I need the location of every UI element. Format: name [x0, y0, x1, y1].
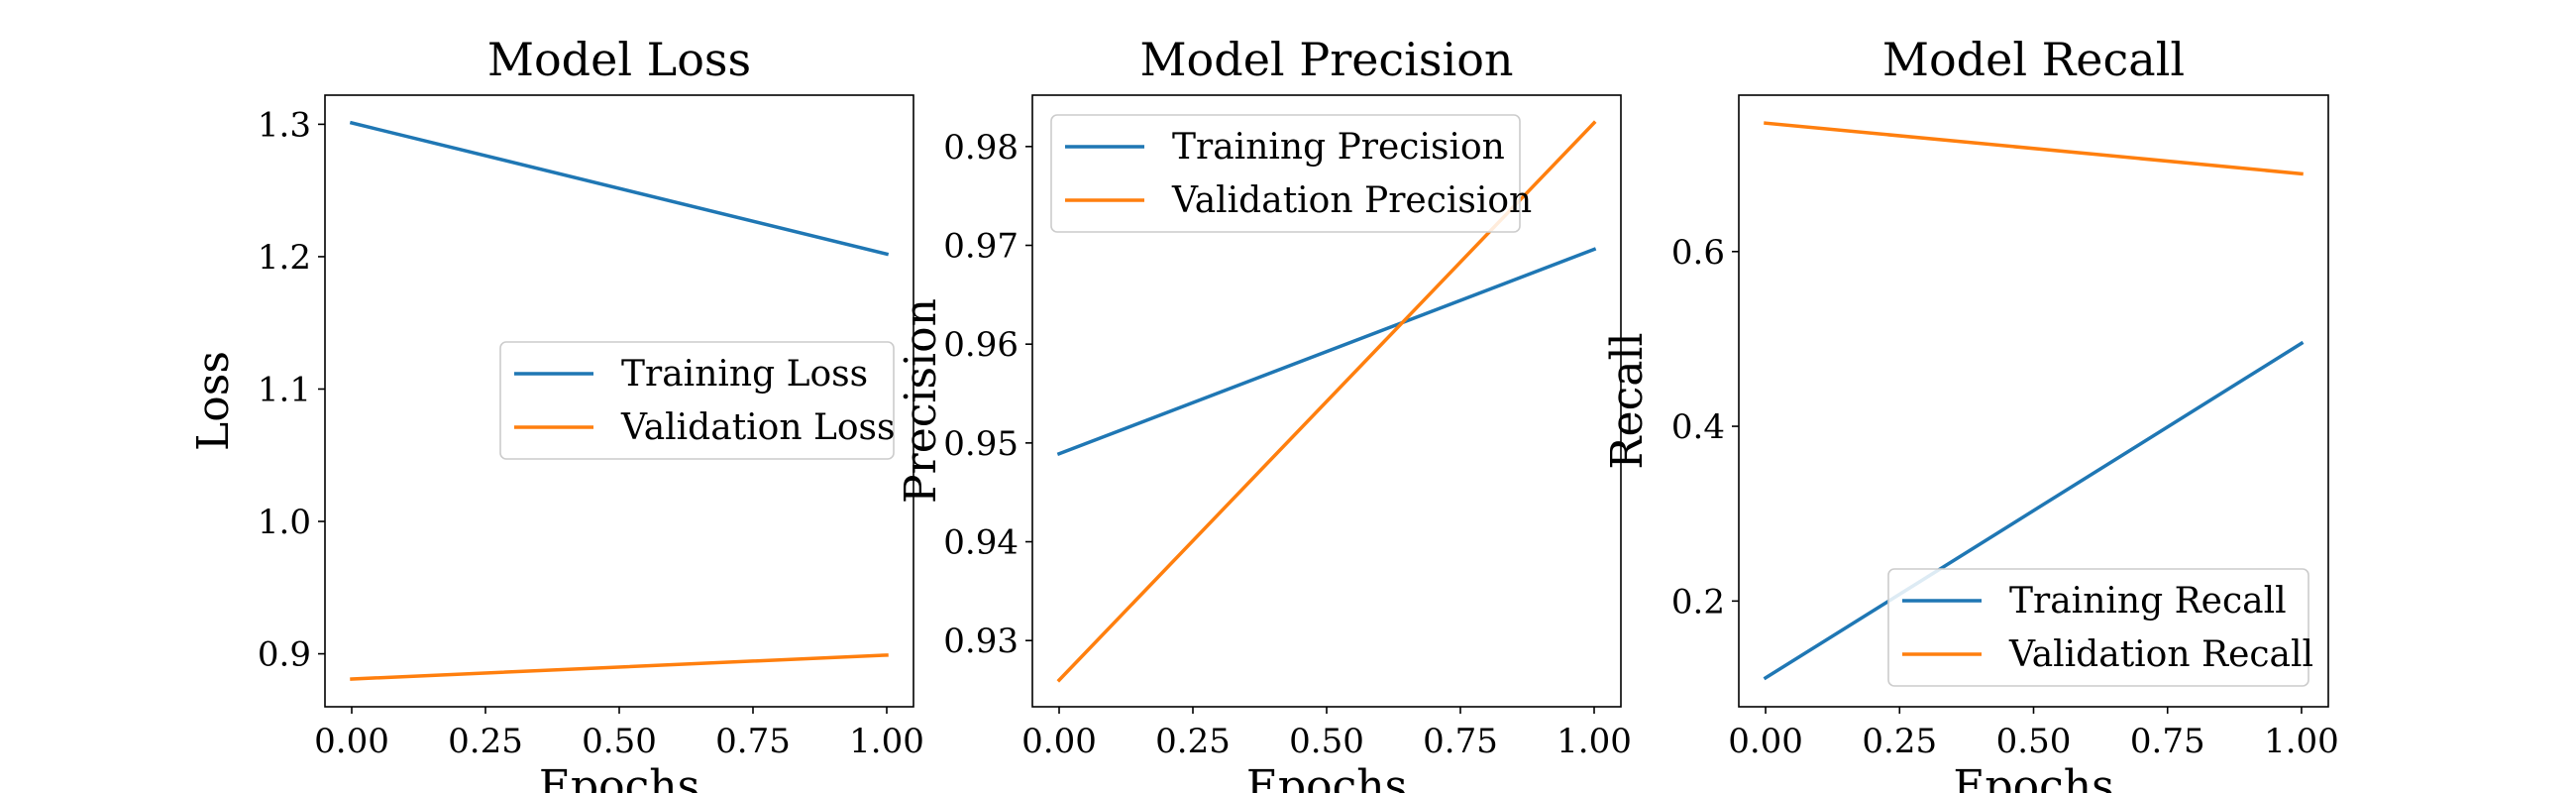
y-tick-label: 1.1: [258, 370, 311, 409]
legend-label: Training Loss: [621, 354, 868, 395]
y-tick-label: 0.94: [943, 523, 1019, 563]
chart-model-precision: 0.00 0.25 0.50 0.75 1.00 0.93 0.94 0.95 0.96 0.97…: [896, 33, 1632, 793]
x-tick-label: 1.00: [1556, 722, 1632, 761]
y-tick-label: 0.96: [943, 325, 1019, 365]
y-tick-label: 1.2: [258, 238, 311, 278]
x-tick-label: 0.25: [1155, 722, 1231, 761]
x-axis-label: Epochs: [539, 761, 699, 793]
y-tick-label: 1.3: [258, 105, 311, 145]
legend-label: Training Recall: [2009, 581, 2287, 622]
x-tick-label: 0.50: [582, 722, 657, 761]
chart-title: Model Precision: [1139, 33, 1513, 86]
legend-label: Validation Loss: [620, 407, 896, 448]
legend-label: Training Precision: [1172, 127, 1505, 168]
y-tick-label: 0.4: [1671, 407, 1725, 447]
legend-label: Validation Recall: [2008, 634, 2313, 675]
y-tick-label: 0.95: [943, 424, 1019, 464]
legend: Training Recall Validation Recall: [1887, 568, 2313, 687]
legend-box: [1887, 568, 2309, 687]
y-tick-label: 0.9: [258, 635, 311, 675]
x-tick-label: 0.50: [1996, 722, 2072, 761]
series-line-validation-loss: [350, 653, 889, 681]
x-tick-label: 0.50: [1289, 722, 1364, 761]
legend-box: [1050, 114, 1521, 233]
chart-model-recall: 0.00 0.25 0.50 0.75 1.00 0.2 0.4 0.6 Model Recal…: [1602, 33, 2339, 793]
y-tick-label: 0.98: [943, 128, 1019, 168]
x-tick-label: 0.00: [314, 722, 389, 761]
y-axis-label: Precision: [896, 298, 946, 504]
series-line-training-precision: [1056, 247, 1597, 457]
y-tick-label: 0.93: [943, 622, 1019, 661]
y-tick-label: 0.6: [1671, 233, 1725, 273]
x-axis-label: Epochs: [1953, 761, 2113, 793]
legend-label: Validation Precision: [1171, 180, 1532, 221]
x-axis-label: Epochs: [1246, 761, 1407, 793]
y-axis-label: Recall: [1602, 332, 1653, 469]
x-tick-label: 0.25: [1862, 722, 1937, 761]
x-tick-label: 0.75: [1423, 722, 1498, 761]
series-line-validation-recall: [1764, 121, 2304, 176]
legend: Training Precision Validation Precision: [1050, 114, 1532, 233]
x-tick-label: 0.75: [2130, 722, 2205, 761]
y-tick-label: 0.2: [1671, 582, 1725, 622]
x-tick-label: 0.00: [1021, 722, 1097, 761]
x-tick-label: 0.75: [715, 722, 791, 761]
x-tick-label: 0.25: [448, 722, 523, 761]
x-tick-label: 1.00: [849, 722, 924, 761]
chart-model-loss: 0.00 0.25 0.50 0.75 1.00 0.9 1.0 1.1 1.2 1.3 Model…: [188, 33, 924, 793]
legend-box: [499, 341, 895, 460]
x-tick-label: 0.00: [1728, 722, 1803, 761]
chart-title: Model Recall: [1882, 33, 2185, 86]
x-tick-label: 1.00: [2264, 722, 2339, 761]
series-line-training-recall: [1763, 340, 2305, 681]
legend: Training Loss Validation Loss: [499, 341, 896, 460]
chart-title: Model Loss: [487, 33, 751, 86]
y-tick-label: 1.0: [258, 503, 311, 542]
y-tick-label: 0.97: [943, 227, 1019, 267]
y-axis-label: Loss: [188, 351, 239, 451]
series-line-training-loss: [349, 120, 890, 257]
